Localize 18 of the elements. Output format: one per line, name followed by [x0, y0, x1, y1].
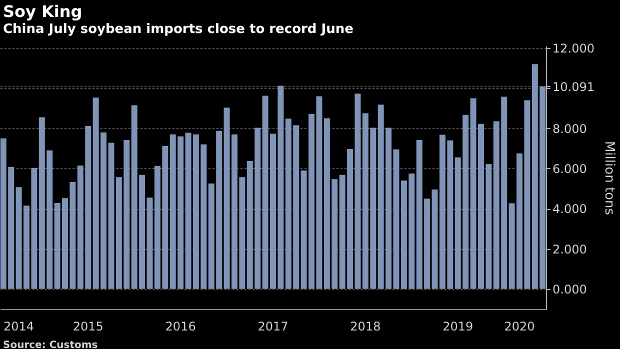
y-tick-label: 10.091 [552, 80, 594, 94]
y-tick-label: 6.000 [552, 162, 587, 176]
y-tick-label: 8.000 [552, 122, 587, 136]
x-tick-label: 2018 [350, 320, 381, 334]
source-note: Source: Customs [3, 340, 98, 349]
x-tick-label: 2020 [504, 320, 535, 334]
x-tick-label: 2014 [4, 320, 34, 334]
y-tick-label: 0.000 [552, 282, 587, 296]
x-tick-label: 2015 [72, 320, 104, 334]
y-tick-label: 12.000 [552, 42, 594, 56]
y-tick-label: 4.000 [552, 202, 587, 216]
x-tick-label: 2019 [442, 320, 474, 334]
chart-subtitle: China July soybean imports close to record June [3, 22, 354, 38]
x-tick-label: 2016 [165, 320, 196, 334]
y-axis-title: Million tons [601, 140, 616, 216]
x-tick-label: 2017 [258, 320, 288, 334]
y-tick-label: 2.000 [552, 242, 587, 256]
chart-title: Soy King [3, 2, 82, 22]
